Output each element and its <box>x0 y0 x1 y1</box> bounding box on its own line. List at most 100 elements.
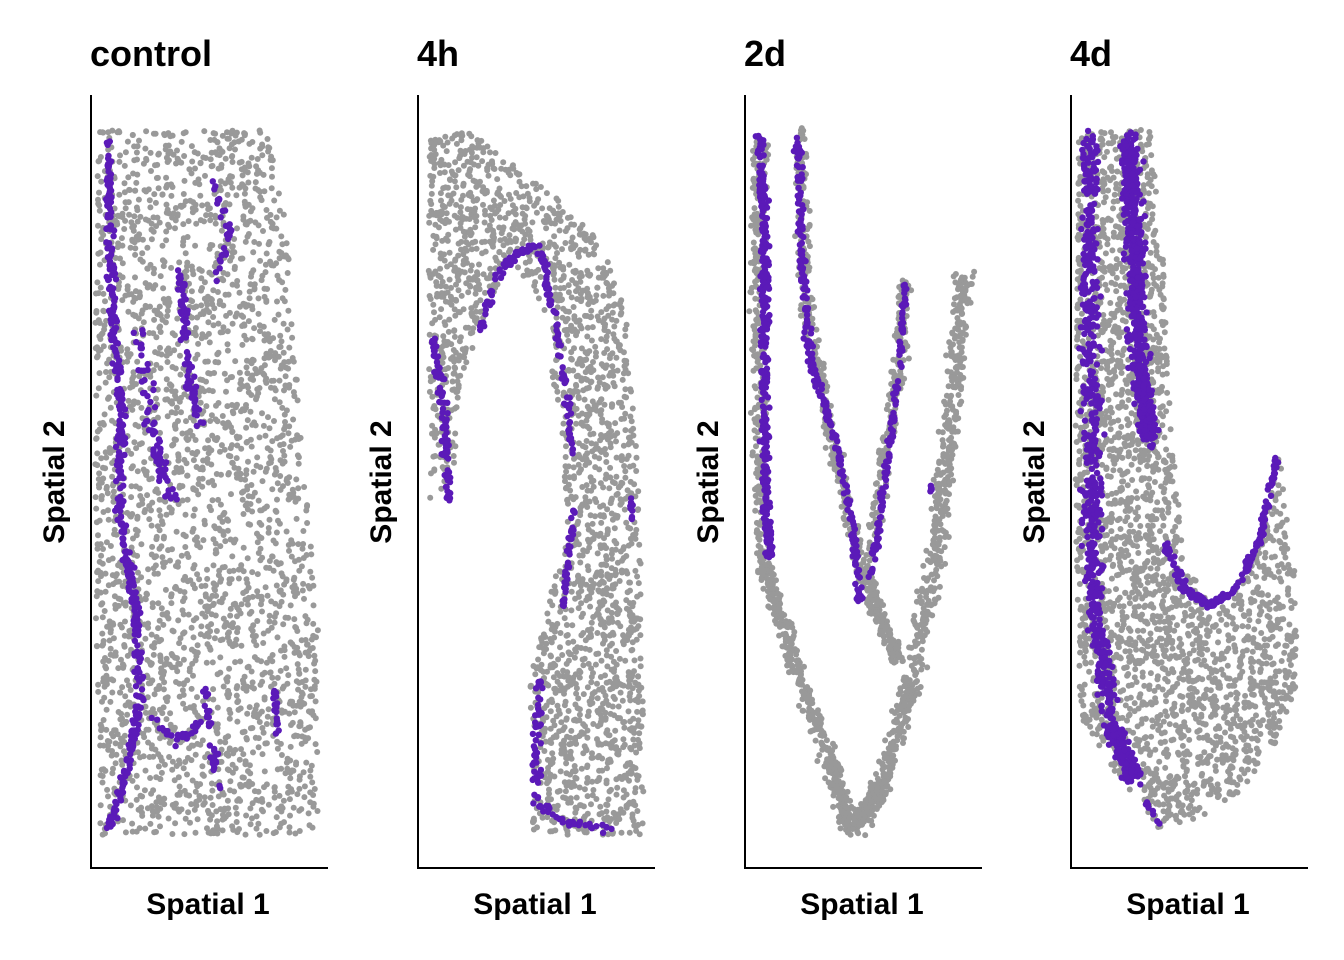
data-point <box>629 603 636 610</box>
data-point <box>202 172 208 179</box>
data-point <box>163 655 170 662</box>
data-point <box>240 590 247 596</box>
data-point <box>288 553 295 560</box>
data-point <box>125 354 132 360</box>
data-point <box>190 705 197 712</box>
data-point <box>117 152 123 159</box>
data-point <box>252 185 259 192</box>
data-point <box>133 149 140 156</box>
data-point <box>185 554 192 560</box>
data-point <box>284 765 291 772</box>
data-point <box>281 458 288 465</box>
data-point <box>204 641 211 648</box>
data-point <box>241 190 248 197</box>
data-point <box>429 422 436 429</box>
data-point <box>237 476 244 483</box>
data-point <box>114 504 121 511</box>
data-point <box>247 436 254 443</box>
data-point <box>164 698 170 705</box>
data-point <box>138 541 145 548</box>
data-point <box>192 206 199 213</box>
data-point <box>170 628 177 635</box>
data-point <box>466 229 473 236</box>
data-point <box>239 323 246 329</box>
data-point <box>448 301 455 308</box>
data-point <box>283 665 290 672</box>
data-point <box>231 236 238 242</box>
data-point <box>205 807 211 814</box>
data-point <box>276 377 283 384</box>
data-point <box>142 635 149 642</box>
data-point <box>97 820 104 827</box>
data-point <box>222 734 229 741</box>
data-point <box>121 632 128 639</box>
data-point <box>607 464 614 471</box>
data-point <box>103 239 110 246</box>
data-point <box>565 289 572 296</box>
data-point <box>114 731 121 738</box>
data-point <box>208 412 215 419</box>
data-point <box>282 373 289 380</box>
data-point <box>454 214 461 221</box>
data-point <box>608 403 615 410</box>
data-point <box>97 261 103 268</box>
data-point <box>246 704 253 711</box>
data-point <box>221 370 228 377</box>
data-point <box>257 257 264 264</box>
data-point <box>622 333 629 339</box>
data-point <box>438 306 445 313</box>
data-point <box>298 563 305 570</box>
data-point <box>238 642 245 649</box>
data-point <box>231 788 238 795</box>
data-point <box>169 766 176 773</box>
data-point <box>119 540 127 548</box>
data-point <box>224 377 231 384</box>
data-point <box>301 734 308 741</box>
data-point <box>265 331 272 338</box>
data-point <box>110 233 117 240</box>
data-point <box>286 796 293 803</box>
data-point <box>150 386 157 394</box>
data-point <box>588 679 595 686</box>
data-point <box>214 725 221 731</box>
data-point <box>253 163 260 170</box>
data-point <box>194 816 201 823</box>
data-point <box>222 249 229 256</box>
data-point <box>207 156 214 163</box>
data-point <box>110 227 118 234</box>
data-point <box>230 601 237 608</box>
data-point <box>278 752 285 758</box>
data-point <box>183 310 191 317</box>
data-point <box>148 790 155 797</box>
data-point <box>253 825 260 832</box>
data-point <box>285 256 292 263</box>
data-point <box>214 289 221 295</box>
data-point <box>469 239 476 246</box>
data-point <box>210 580 217 587</box>
data-point <box>241 198 248 205</box>
data-point <box>628 725 635 732</box>
data-point <box>147 680 154 687</box>
data-point <box>160 686 167 693</box>
data-point <box>565 463 572 470</box>
data-point <box>256 434 263 441</box>
data-point <box>575 518 582 525</box>
data-point <box>628 418 635 425</box>
data-point <box>150 367 157 374</box>
data-point <box>141 376 148 384</box>
data-point <box>469 345 476 351</box>
data-point <box>231 266 238 272</box>
data-point <box>530 826 537 833</box>
data-point <box>161 761 168 768</box>
data-point <box>240 300 247 307</box>
data-point <box>603 545 610 551</box>
data-point <box>119 535 126 542</box>
data-point <box>612 745 619 752</box>
data-point <box>593 651 600 657</box>
data-point <box>207 242 214 248</box>
data-point <box>193 464 200 470</box>
data-point <box>266 612 273 619</box>
data-point <box>135 666 142 674</box>
data-point <box>293 476 300 483</box>
data-point <box>487 225 494 232</box>
